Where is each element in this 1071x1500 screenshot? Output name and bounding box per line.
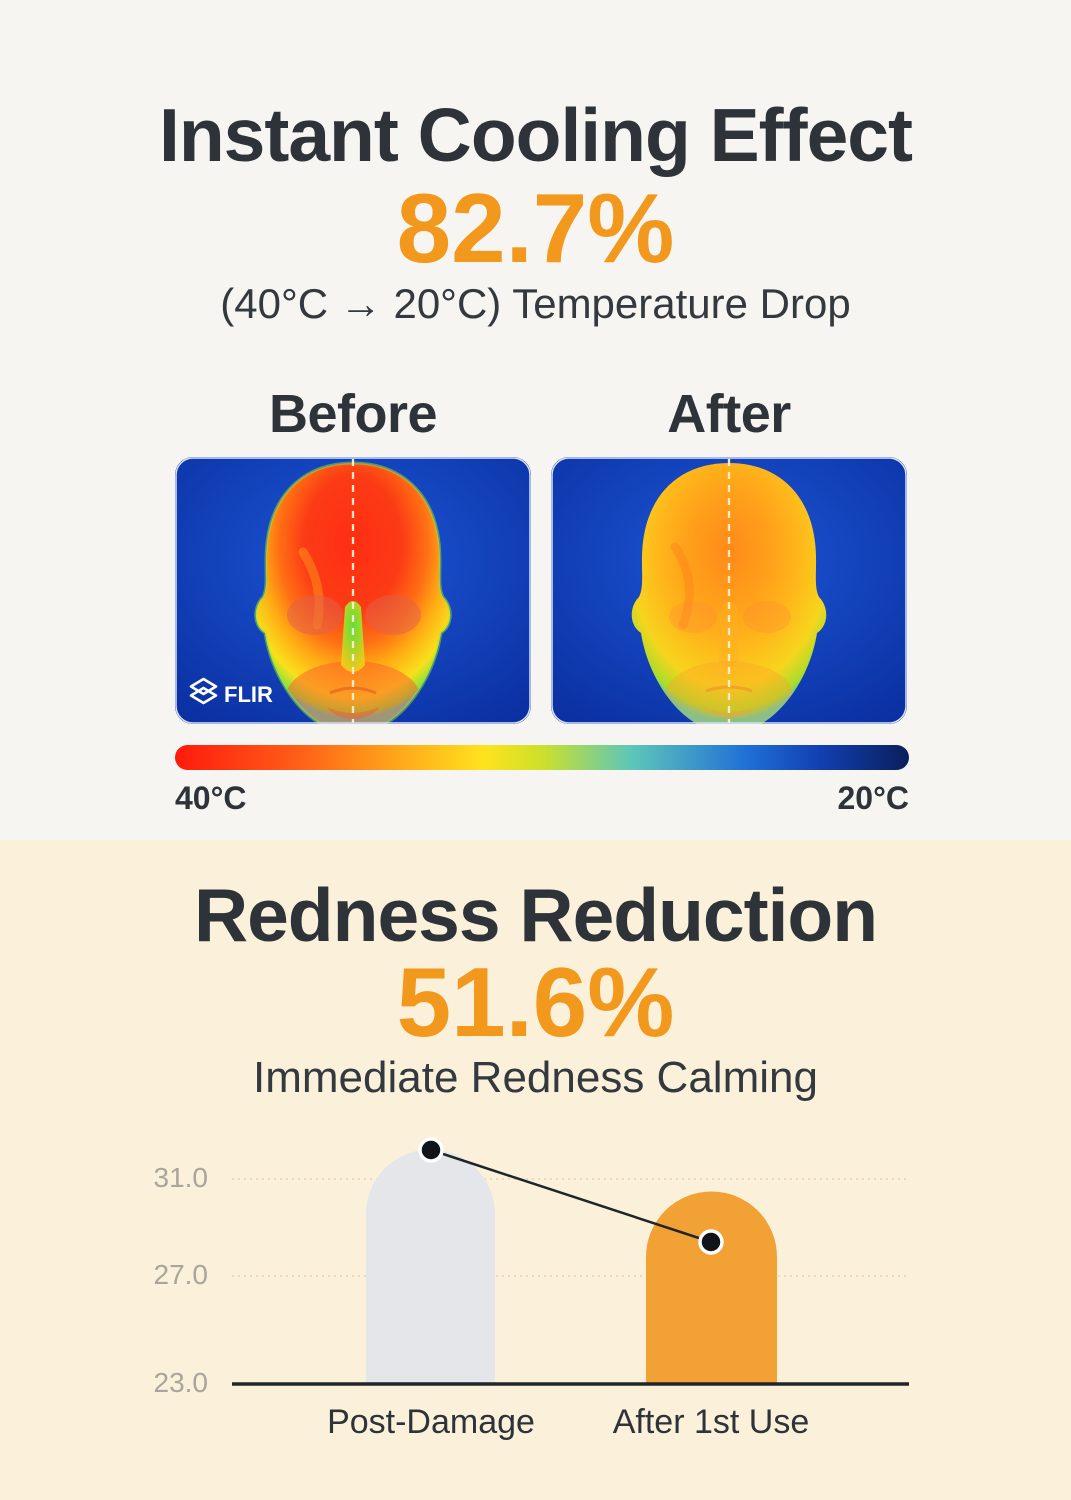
svg-text:After 1st Use: After 1st Use <box>613 1403 810 1441</box>
svg-text:Post-Damage: Post-Damage <box>327 1403 535 1441</box>
svg-text:31.0: 31.0 <box>154 1162 209 1193</box>
svg-text:23.0: 23.0 <box>154 1367 209 1398</box>
svg-text:27.0: 27.0 <box>154 1259 209 1290</box>
svg-text:FLIR: FLIR <box>224 682 273 707</box>
